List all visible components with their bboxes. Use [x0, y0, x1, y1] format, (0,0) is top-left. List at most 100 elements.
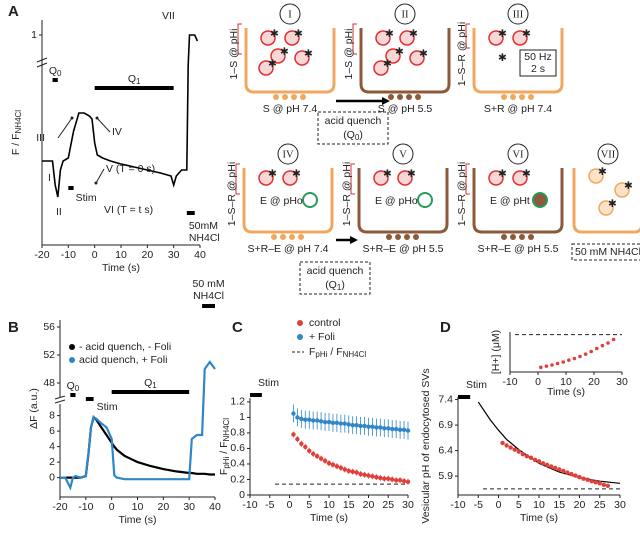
data-point [397, 478, 403, 483]
event-label: Stim [258, 377, 279, 389]
vesicle [399, 30, 415, 46]
data-point [567, 358, 571, 362]
data-point [330, 420, 336, 426]
x-tick-label: -10 [450, 499, 465, 511]
inner-label: 50 Hz [524, 51, 551, 63]
event-label-part: Q [67, 380, 75, 392]
data-point [334, 464, 340, 469]
y-axis-label: F / FNH4Cl [10, 110, 23, 155]
data-point [390, 477, 395, 482]
vesicle-star: ✱ [270, 28, 279, 40]
vesicle-star: ✱ [383, 168, 392, 180]
endocytosed-vesicle [417, 192, 433, 208]
data-point [555, 361, 560, 366]
data-point [578, 354, 582, 359]
legend-label: FpHi / FNH4Cl [309, 346, 366, 359]
release-site [397, 94, 403, 100]
stage-numeral: I [288, 9, 292, 20]
data-point [589, 349, 593, 354]
stage-numeral: VII [601, 149, 616, 160]
vesicle [294, 50, 310, 66]
data-point [350, 422, 355, 428]
data-point [346, 422, 351, 427]
stage-numeral: VI [512, 149, 524, 160]
vesicle-star: ✱ [522, 28, 531, 40]
event-label: Q1 [128, 73, 141, 86]
x-tick-label: 0 [92, 249, 98, 261]
x-tick-label: 20 [574, 499, 586, 511]
x-tick-label: 40 [209, 501, 221, 513]
annotation: IV [112, 126, 122, 138]
x-tick-label: 20 [157, 501, 169, 513]
quench-label-part: (Q [325, 279, 337, 291]
panel-letter: B [8, 319, 19, 336]
vesicle-star: ✱ [498, 168, 507, 180]
data-point [605, 483, 611, 489]
event-bar [202, 304, 215, 308]
series-line [60, 360, 216, 491]
stage-badge [392, 143, 414, 165]
vesicle-star: ✱ [383, 58, 392, 70]
vesicle-star: ✱ [292, 168, 301, 180]
data-point [557, 467, 562, 472]
data-point [606, 341, 610, 345]
stage-badge [507, 143, 529, 165]
y-axis-label-part: NH4Cl [14, 110, 23, 134]
quench-label: acid quench [325, 115, 382, 127]
y-axis-label: FpHi / FNH4Cl [218, 418, 231, 475]
legend-label: control [309, 317, 341, 329]
data-point [295, 436, 300, 442]
x-tick-label: -5 [474, 499, 483, 511]
vesicle [260, 30, 276, 46]
legend-marker [69, 344, 75, 350]
data-point [532, 457, 538, 462]
quench-label-part: 0 [355, 133, 360, 142]
x-tick-label: 10 [560, 376, 572, 388]
y-tick-label: 6.4 [438, 444, 453, 456]
x-axis-label: Time (s) [102, 262, 140, 274]
x-tick-label: 25 [594, 499, 606, 511]
data-point [572, 356, 577, 361]
data-point [540, 461, 546, 466]
data-point [354, 470, 359, 475]
y-tick-label: 52 [43, 349, 55, 361]
data-point [370, 474, 375, 479]
vesicle-star: ✱ [268, 168, 277, 180]
arrow [95, 168, 105, 184]
data-point [565, 470, 570, 475]
quench-box [299, 261, 371, 295]
vesicle [614, 182, 630, 198]
inset-frame [510, 332, 622, 372]
data-point [524, 454, 530, 459]
legend-label-part: / F [327, 346, 342, 358]
x-tick-label: 10 [115, 249, 127, 261]
stage-badge [279, 3, 301, 25]
vesicle [397, 170, 413, 186]
x-tick-label: 0 [496, 499, 502, 511]
data-point [600, 343, 605, 348]
vesicle [598, 200, 614, 216]
annotation: VI (T = t s) [104, 204, 153, 216]
terminal-cup [357, 168, 449, 234]
bracket [465, 163, 470, 195]
inner-label: 2 s [531, 63, 545, 75]
x-tick-label: 0 [109, 501, 115, 513]
y-axis-label: Vesicular pH of endocytosed SVs [420, 368, 432, 523]
data-point [322, 419, 328, 425]
event-bar [52, 78, 58, 82]
data-point [350, 469, 355, 474]
bracket [235, 163, 240, 195]
side-label: 1–S @ pHi [228, 29, 240, 80]
side-label: 1–S–R @ pHi [456, 162, 468, 226]
data-point [528, 455, 534, 460]
data-point [322, 458, 328, 464]
vesicle-star: ✱ [268, 58, 277, 70]
bottom-label: S+R–E @ pH 5.5 [478, 243, 559, 255]
data-point [378, 475, 383, 481]
data-point [601, 482, 606, 487]
panel-letter: C [232, 319, 243, 336]
arrow [96, 117, 111, 133]
quench-box [317, 111, 389, 145]
data-point [577, 474, 582, 480]
vesicle [373, 170, 389, 186]
